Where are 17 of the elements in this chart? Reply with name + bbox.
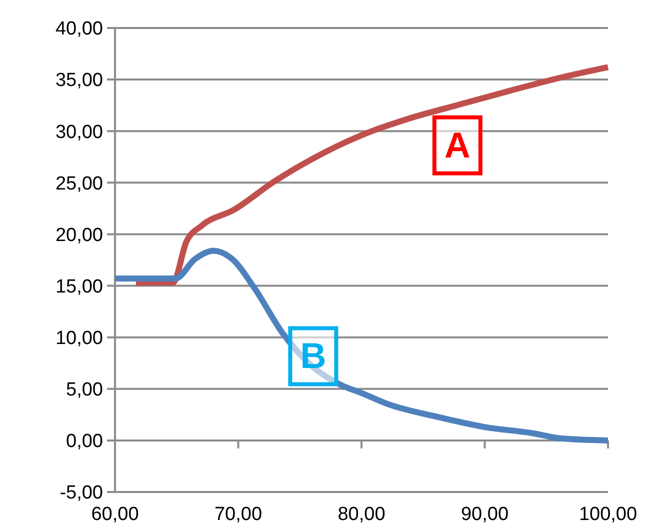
x-tick-label: 80,00	[338, 504, 386, 525]
x-tick-label: 90,00	[460, 504, 509, 525]
y-tick-label: -5,00	[60, 482, 103, 504]
x-tick-label: 60,00	[91, 504, 139, 525]
series-label: B	[300, 335, 326, 376]
series-label: A	[444, 124, 470, 166]
y-tick-label: 0,00	[66, 431, 103, 452]
y-tick-label: 5,00	[66, 380, 103, 401]
x-tick-label: 70,00	[214, 504, 262, 525]
y-tick-label: 15,00	[55, 276, 103, 298]
y-tick-label: 20,00	[55, 224, 103, 246]
y-tick-label: 30,00	[55, 122, 103, 143]
y-tick-label: 35,00	[55, 70, 103, 92]
y-tick-label: 10,00	[55, 328, 103, 349]
y-tick-label: 25,00	[55, 173, 103, 194]
y-tick-label: 40,00	[55, 18, 103, 40]
x-tick-label: 100,00	[578, 504, 638, 525]
